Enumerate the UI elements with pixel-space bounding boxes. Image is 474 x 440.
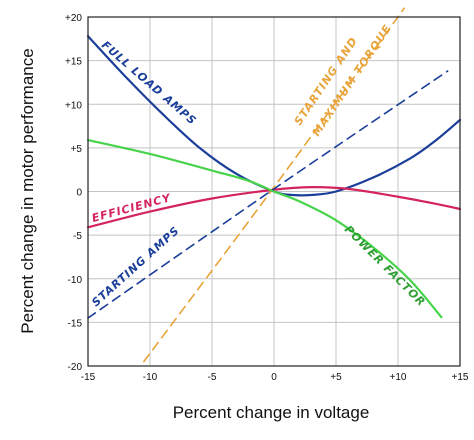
y-tick-label: +20 xyxy=(65,13,82,24)
y-tick-label: -20 xyxy=(68,362,83,373)
x-tick-label: -5 xyxy=(208,372,217,383)
y-tick-label: +15 xyxy=(65,57,82,68)
y-tick-label: -5 xyxy=(73,231,82,242)
series-line-starting-amps xyxy=(87,70,449,319)
x-tick-label: +5 xyxy=(330,372,342,383)
x-tick-label: -10 xyxy=(143,372,158,383)
y-axis-title: Percent change in motor performance xyxy=(18,48,37,333)
y-tick-label: -10 xyxy=(68,275,83,286)
y-axis-ticks: +20 +15 +10 +5 0 -5 -10 -15 -20 xyxy=(65,13,82,373)
plot-frame xyxy=(87,16,461,367)
y-tick-label: +5 xyxy=(71,144,83,155)
series-line-starting-and-maximum-torque xyxy=(143,7,405,363)
y-tick-label: -15 xyxy=(68,318,83,329)
x-tick-label: +10 xyxy=(390,372,407,383)
series-lines xyxy=(86,7,462,363)
x-axis-ticks: -15 -10 -5 0 +5 +10 +15 xyxy=(81,372,469,383)
y-tick-label: +10 xyxy=(65,100,82,111)
x-tick-label: -15 xyxy=(81,372,96,383)
x-tick-label: 0 xyxy=(271,372,277,383)
x-axis-title: Percent change in voltage xyxy=(173,403,370,422)
series-line-full-load-amps xyxy=(86,35,462,197)
x-tick-label: +15 xyxy=(452,372,469,383)
y-tick-label: 0 xyxy=(76,188,82,199)
series-line-power-factor xyxy=(86,138,443,319)
series-line-efficiency xyxy=(86,186,462,229)
